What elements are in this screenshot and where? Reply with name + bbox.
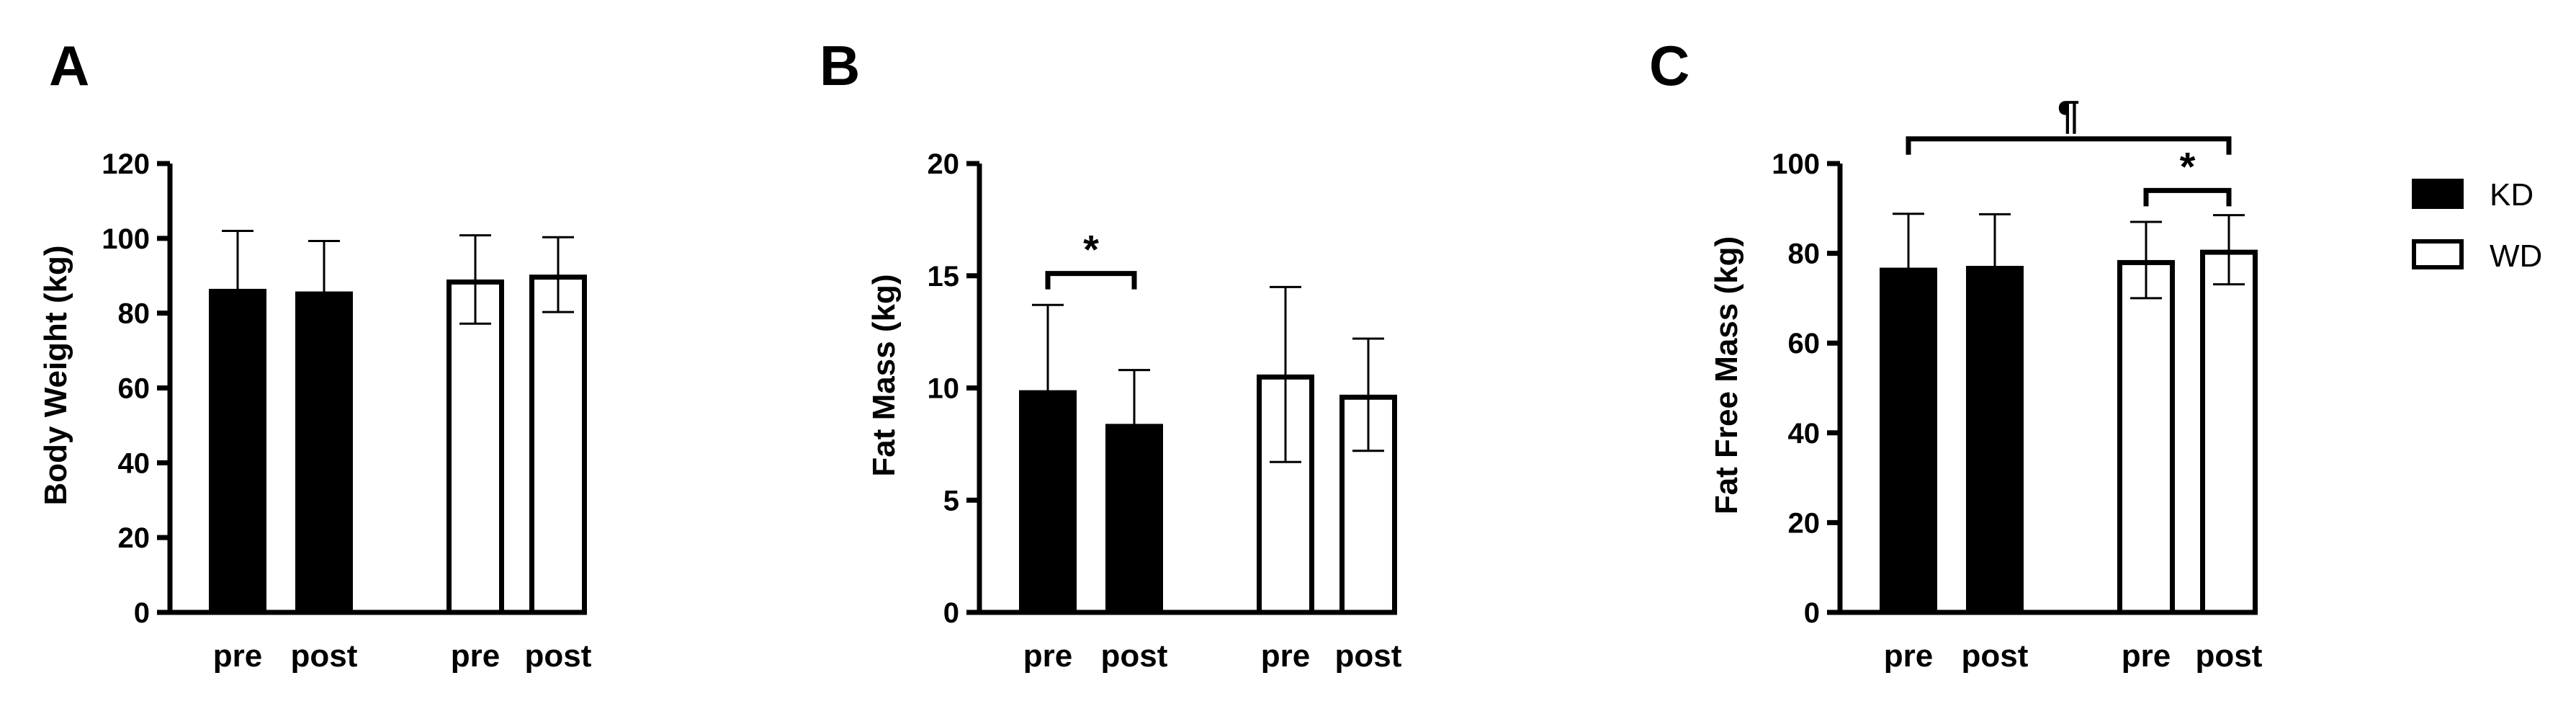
bar-kd [1966,266,2024,612]
y-tick-label: 100 [1772,148,1820,180]
x-tick-label: post [525,638,592,674]
x-tick-label: pre [1884,638,1933,674]
panel-letter: C [1649,34,1689,97]
y-axis-label: Body Weight (kg) [38,246,73,506]
y-axis-label: Fat Mass (kg) [866,274,902,476]
y-tick-label: 60 [118,373,151,405]
y-tick-label: 20 [928,148,960,180]
legend: KD WD [2412,177,2542,274]
bar-wd [2200,249,2258,615]
legend-label-wd: WD [2490,238,2542,274]
y-tick-label: 5 [943,485,959,517]
x-tick-label: post [1335,638,1402,674]
y-tick-label: 10 [928,373,960,405]
significance-bracket [2143,187,2232,207]
x-tick-label: pre [451,638,500,674]
bar-wd [446,279,504,615]
y-tick-label: 0 [1804,597,1820,629]
significance-bracket [1045,271,1137,290]
y-tick-label: 100 [102,223,150,255]
x-tick-label: post [1962,638,2029,674]
bar-wd [529,274,587,615]
legend-swatch-wd [2412,239,2464,269]
y-tick-label: 40 [1788,418,1821,450]
bar-wd [2117,259,2175,615]
panel-letter: A [49,34,89,97]
x-tick-label: pre [213,638,262,674]
x-tick-label: pre [2122,638,2171,674]
x-tick-label: post [1101,638,1168,674]
y-tick-label: 120 [102,148,150,180]
y-tick-label: 80 [1788,238,1821,270]
y-tick-label: 20 [118,522,151,554]
significance-marker: * [1083,227,1099,272]
y-axis-label: Fat Free Mass (kg) [1709,236,1744,514]
legend-label-kd: KD [2490,177,2534,213]
y-tick-label: 80 [118,298,151,330]
significance-bracket [1906,136,2232,155]
bar-kd [1880,267,1937,612]
x-tick-label: pre [1261,638,1310,674]
x-tick-label: post [291,638,358,674]
legend-swatch-kd [2412,179,2464,209]
y-tick-label: 0 [134,597,150,629]
x-tick-label: post [2196,638,2263,674]
x-tick-label: pre [1023,638,1072,674]
y-tick-label: 0 [943,597,959,629]
y-tick-label: 15 [928,261,960,293]
bar-kd [295,291,353,612]
y-tick-label: 20 [1788,507,1821,539]
significance-marker: * [2180,143,2196,189]
y-tick-label: 60 [1788,328,1821,360]
significance-marker: ¶ [2057,92,2080,138]
panel-letter: B [820,34,860,97]
y-tick-label: 40 [118,447,151,479]
